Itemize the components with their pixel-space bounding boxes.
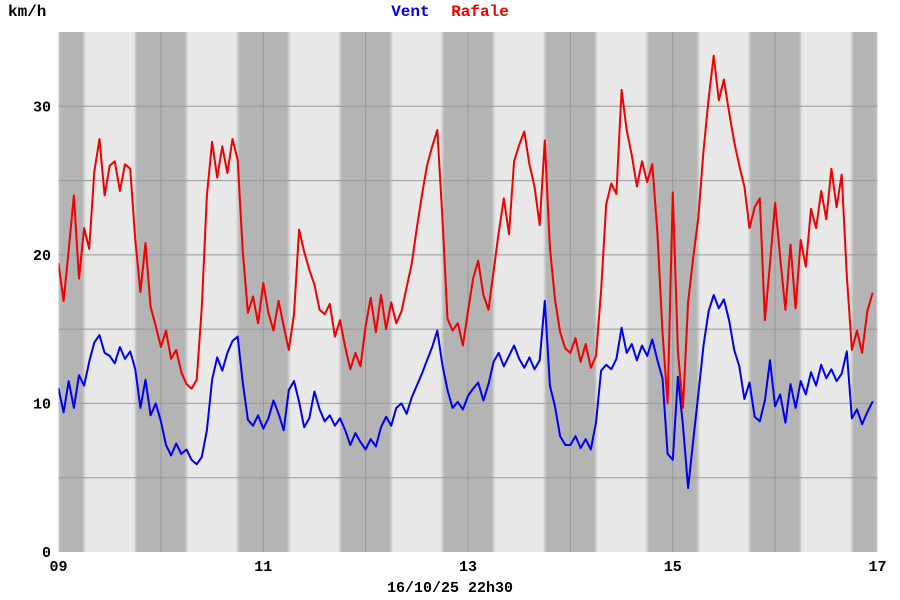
x-tick-label: 15 (664, 559, 682, 576)
legend-vent-label: Vent (391, 3, 430, 21)
x-tick-label: 17 (868, 559, 886, 576)
y-tick-label: 30 (33, 99, 51, 116)
x-tick-label: 13 (459, 559, 477, 576)
gust-line (58, 54, 874, 409)
y-tick-label: 20 (33, 248, 51, 265)
axis-tick-labels: 0 10 20 30 09 11 13 15 17 (33, 99, 887, 576)
chart-legend: Vent Rafale (0, 3, 900, 21)
gridlines (58, 32, 878, 552)
x-tick-label: 09 (49, 559, 67, 576)
x-tick-label: 11 (254, 559, 272, 576)
series-lines (58, 54, 874, 490)
unit-label: km/h (8, 3, 47, 21)
y-tick-label: 10 (33, 396, 51, 413)
timestamp-label: 16/10/25 22h30 (386, 580, 514, 597)
wind-line (58, 294, 874, 490)
legend-rafale-label: Rafale (451, 3, 509, 21)
stripe-dark (851, 32, 878, 552)
y-tick-label: 0 (42, 545, 51, 562)
